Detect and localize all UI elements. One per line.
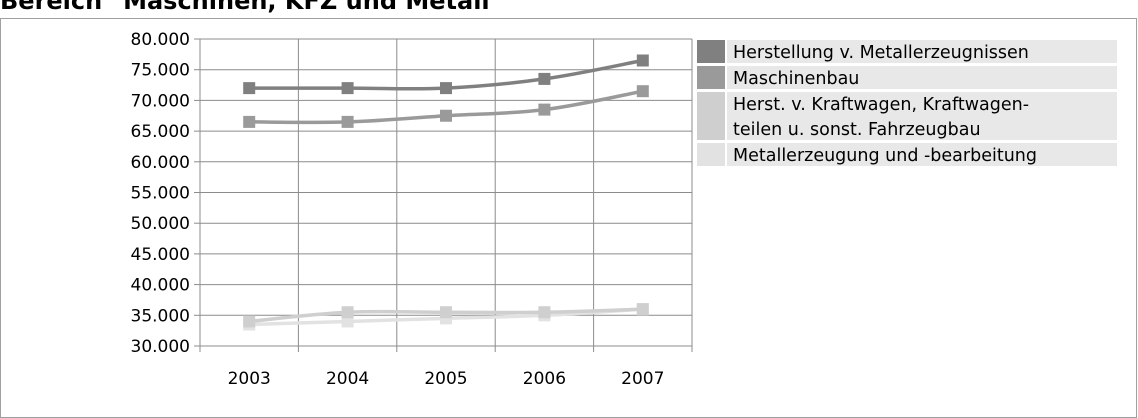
legend-swatch-4 [697, 143, 725, 166]
chart-title: Bereich "Maschinen, KFZ und Metall" [0, 0, 503, 15]
data-point-series-3 [440, 306, 452, 319]
legend-swatch-2 [697, 66, 725, 89]
x-tick-label: 2004 [326, 369, 369, 389]
y-tick-label: 80.000 [131, 30, 190, 50]
data-point-series-2 [243, 115, 256, 128]
data-point-series-2 [341, 115, 354, 128]
data-point-series-1 [440, 82, 452, 95]
data-point-series-2 [440, 109, 452, 122]
x-tick-label: 2005 [424, 369, 467, 389]
y-tick-label: 35.000 [131, 306, 190, 326]
y-tick-label: 70.000 [131, 91, 190, 111]
x-tick-label: 2006 [523, 369, 566, 389]
y-tick-label: 40.000 [131, 276, 190, 296]
y-tick-label: 30.000 [131, 337, 190, 357]
data-point-series-3 [243, 315, 256, 328]
legend-label-3: teilen u. sonst. Fahrzeugbau [733, 120, 981, 140]
data-point-series-2 [636, 85, 649, 98]
y-tick-label: 55.000 [131, 184, 190, 204]
y-tick-label: 75.000 [131, 61, 190, 81]
x-tick-label: 2007 [621, 369, 664, 389]
legend-row-bg [727, 40, 1117, 63]
legend-label-1: Herstellung v. Metallerzeugnissen [733, 43, 1029, 63]
data-point-series-1 [243, 82, 256, 95]
y-tick-label: 50.000 [131, 214, 190, 234]
legend-row-bg [727, 66, 1117, 89]
legend-swatch-3 [697, 92, 725, 140]
legend-row-bg [727, 143, 1117, 166]
y-tick-label: 60.000 [131, 153, 190, 173]
y-tick-label: 65.000 [131, 122, 190, 142]
data-point-series-3 [636, 303, 649, 316]
legend-swatch-1 [697, 40, 725, 63]
legend-row-bg [727, 92, 1117, 140]
legend-label-2: Maschinenbau [733, 69, 859, 89]
x-tick-label: 2003 [228, 369, 271, 389]
data-point-series-4 [341, 315, 354, 328]
line-chart: 30.000 35.000 40.000 45.000 50.000 55.000 60.0… [131, 30, 1117, 389]
y-tick-label: 45.000 [131, 245, 190, 265]
data-point-series-1 [538, 72, 551, 85]
data-point-series-3 [341, 306, 354, 319]
data-point-series-3 [538, 306, 551, 319]
data-point-series-1 [636, 54, 649, 67]
legend-label-4: Metallerzeugung und -bearbeitung [733, 146, 1037, 166]
legend-label-3: Herst. v. Kraftwagen, Kraftwagen- [733, 95, 1029, 115]
data-point-series-1 [341, 82, 354, 95]
data-point-series-2 [538, 103, 551, 116]
